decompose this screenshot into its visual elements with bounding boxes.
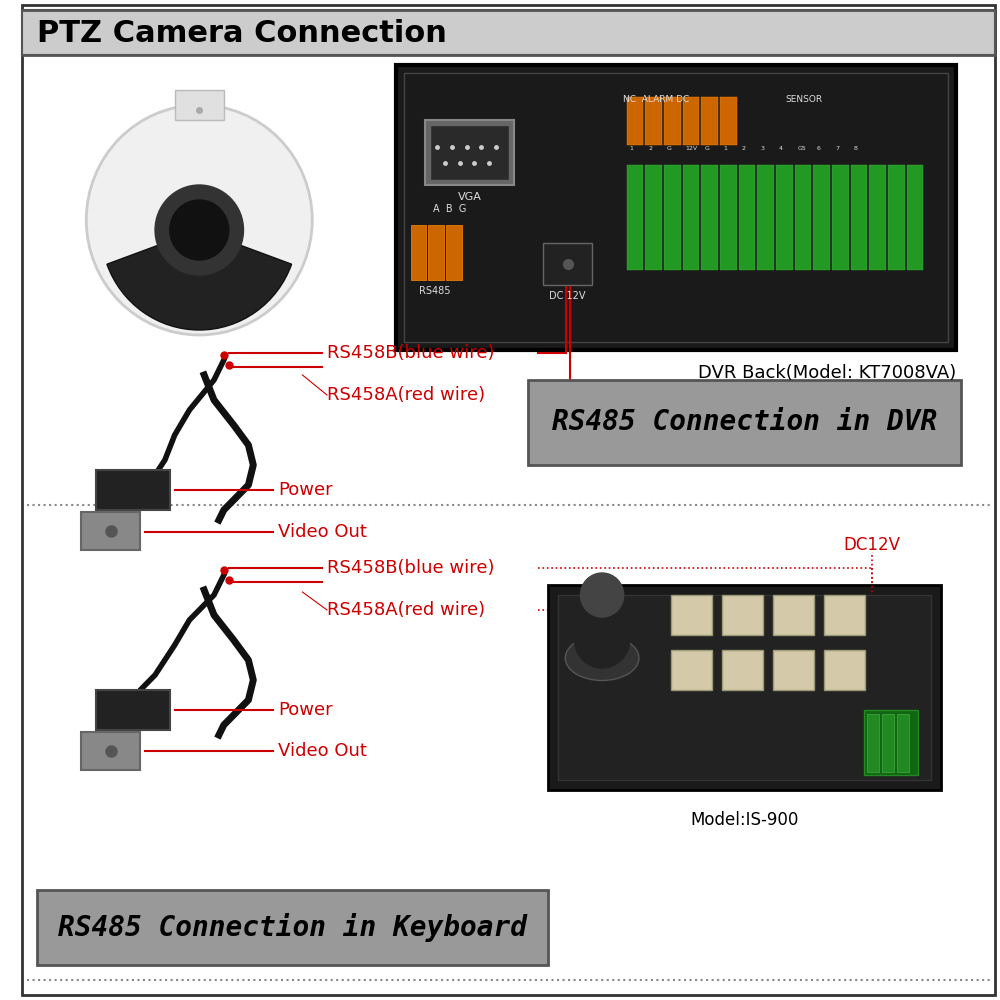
Text: RS458B(blue wire): RS458B(blue wire) bbox=[327, 344, 494, 362]
Bar bbox=[411, 225, 426, 280]
Bar bbox=[739, 165, 755, 270]
Bar bbox=[425, 120, 514, 185]
Bar bbox=[446, 225, 462, 280]
Text: NC  ALARM DC: NC ALARM DC bbox=[623, 95, 689, 104]
Bar bbox=[96, 690, 170, 730]
Circle shape bbox=[575, 612, 630, 668]
Text: 7: 7 bbox=[835, 146, 839, 151]
Text: G: G bbox=[667, 146, 672, 151]
Bar bbox=[869, 165, 886, 270]
Text: DVR Back(Model: KT7008VA): DVR Back(Model: KT7008VA) bbox=[698, 364, 956, 382]
Text: 2: 2 bbox=[648, 146, 652, 151]
Bar bbox=[528, 380, 961, 465]
Bar bbox=[81, 512, 140, 550]
Bar bbox=[776, 165, 793, 270]
Text: RS485: RS485 bbox=[419, 286, 451, 296]
Bar bbox=[897, 714, 909, 772]
Bar bbox=[851, 165, 867, 270]
Text: A  B  G: A B G bbox=[433, 204, 466, 214]
Text: SENSOR: SENSOR bbox=[785, 95, 822, 104]
Bar bbox=[795, 165, 811, 270]
Text: Video Out: Video Out bbox=[278, 523, 367, 541]
Bar bbox=[720, 97, 737, 145]
Bar bbox=[81, 732, 140, 770]
Bar bbox=[720, 165, 737, 270]
Bar bbox=[627, 165, 643, 270]
Bar bbox=[722, 595, 763, 635]
Bar bbox=[22, 10, 995, 55]
Circle shape bbox=[155, 185, 243, 275]
Ellipse shape bbox=[565, 636, 639, 681]
Bar bbox=[701, 97, 718, 145]
Bar bbox=[543, 243, 592, 285]
Bar bbox=[664, 97, 681, 145]
Bar bbox=[824, 595, 865, 635]
Text: 12V: 12V bbox=[686, 146, 698, 151]
Bar bbox=[824, 650, 865, 690]
Bar bbox=[888, 165, 905, 270]
Bar bbox=[627, 97, 643, 145]
Text: Video Out: Video Out bbox=[278, 742, 367, 760]
Bar bbox=[683, 97, 699, 145]
Circle shape bbox=[580, 573, 624, 617]
Bar bbox=[645, 165, 662, 270]
Bar bbox=[864, 710, 918, 775]
Bar bbox=[722, 650, 763, 690]
Bar bbox=[404, 73, 948, 342]
Bar bbox=[430, 125, 509, 180]
Text: G: G bbox=[704, 146, 709, 151]
Bar bbox=[175, 90, 224, 120]
Bar bbox=[882, 714, 894, 772]
Bar bbox=[773, 595, 814, 635]
Bar bbox=[96, 470, 170, 510]
Bar bbox=[671, 650, 712, 690]
Circle shape bbox=[86, 105, 312, 335]
Bar bbox=[701, 165, 718, 270]
Bar bbox=[813, 165, 830, 270]
Text: RS485 Connection in Keyboard: RS485 Connection in Keyboard bbox=[58, 913, 527, 942]
Bar bbox=[664, 165, 681, 270]
Text: 6: 6 bbox=[816, 146, 820, 151]
Text: 4: 4 bbox=[779, 146, 783, 151]
Text: Power: Power bbox=[278, 481, 332, 499]
Text: 2: 2 bbox=[742, 146, 746, 151]
Text: G5: G5 bbox=[798, 146, 806, 151]
Text: VGA: VGA bbox=[458, 192, 481, 202]
Bar bbox=[671, 595, 712, 635]
Text: DC 12V: DC 12V bbox=[549, 291, 586, 301]
Bar bbox=[396, 65, 956, 350]
Text: PTZ Camera Connection: PTZ Camera Connection bbox=[37, 18, 447, 47]
Text: 1: 1 bbox=[630, 146, 633, 151]
Bar bbox=[548, 585, 941, 790]
Bar bbox=[428, 225, 444, 280]
Text: RS458A(red wire): RS458A(red wire) bbox=[327, 386, 485, 404]
Bar bbox=[683, 165, 699, 270]
Text: 3: 3 bbox=[760, 146, 764, 151]
Bar bbox=[558, 595, 931, 780]
Text: RS485 Connection in DVR: RS485 Connection in DVR bbox=[552, 408, 937, 436]
Text: RS458B(blue wire): RS458B(blue wire) bbox=[327, 559, 494, 577]
Text: RS458A(red wire): RS458A(red wire) bbox=[327, 601, 485, 619]
Text: DC12V: DC12V bbox=[844, 536, 901, 554]
Bar bbox=[757, 165, 774, 270]
Bar bbox=[832, 165, 849, 270]
Circle shape bbox=[170, 200, 229, 260]
Bar bbox=[645, 97, 662, 145]
Bar bbox=[37, 890, 548, 965]
Bar bbox=[773, 650, 814, 690]
Wedge shape bbox=[107, 230, 292, 330]
Bar bbox=[907, 165, 923, 270]
Text: 8: 8 bbox=[854, 146, 857, 151]
Text: Power: Power bbox=[278, 701, 332, 719]
Bar bbox=[867, 714, 879, 772]
Text: 1: 1 bbox=[723, 146, 727, 151]
Text: Model:IS-900: Model:IS-900 bbox=[690, 811, 799, 829]
